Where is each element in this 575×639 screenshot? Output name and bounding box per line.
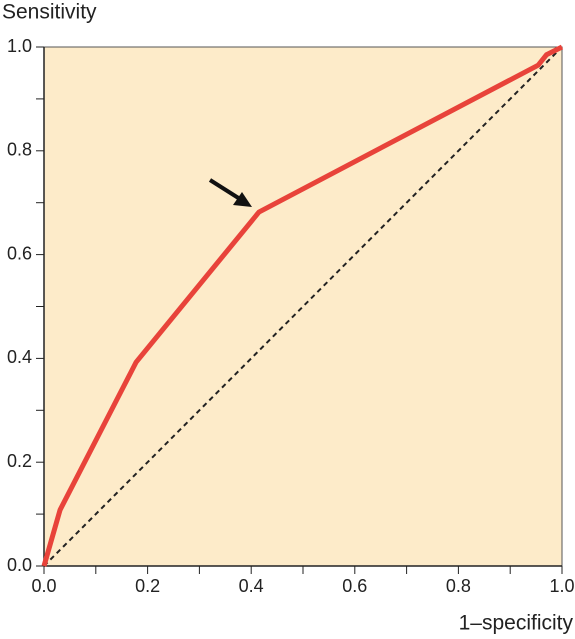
y-tick-label: 0.0: [7, 555, 32, 575]
x-tick-label: 1.0: [549, 576, 574, 596]
y-tick-label: 0.8: [7, 140, 32, 160]
y-axis-label: Sensitivity: [2, 1, 97, 24]
plot-area: [43, 46, 563, 567]
x-tick-label: 0.2: [135, 576, 160, 596]
x-tick-label: 0.6: [342, 576, 367, 596]
x-tick-label: 0.0: [31, 576, 56, 596]
x-tick-label: 0.8: [446, 576, 471, 596]
arrow: [208, 178, 252, 207]
x-tick-label: 0.4: [239, 576, 264, 596]
y-tick-label: 0.2: [7, 451, 32, 471]
y-tick-label: 0.6: [7, 243, 32, 263]
y-tick-label: 0.4: [7, 347, 32, 367]
roc-curve: [41, 44, 564, 567]
y-tick-label: 1.0: [7, 36, 32, 56]
x-axis-label: 1–specificity: [459, 612, 574, 635]
